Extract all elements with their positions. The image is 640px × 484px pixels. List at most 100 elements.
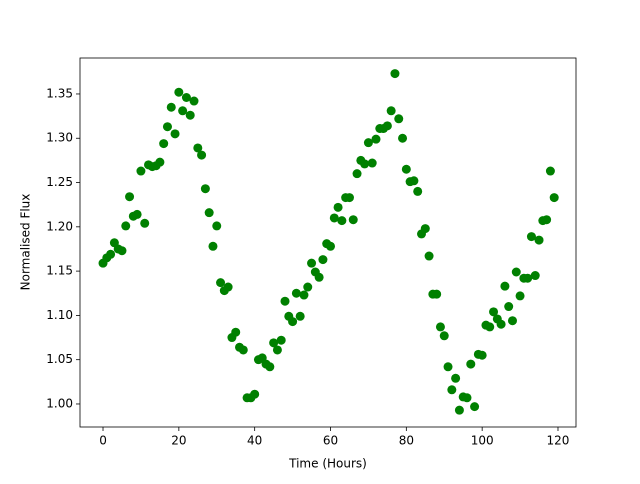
- point: [140, 218, 150, 228]
- point: [382, 121, 392, 131]
- point: [337, 216, 347, 226]
- point: [496, 319, 506, 329]
- plot-frame: [79, 57, 577, 428]
- point: [280, 296, 290, 306]
- point: [265, 362, 275, 372]
- point: [545, 166, 555, 176]
- point: [439, 331, 449, 341]
- point: [451, 373, 461, 383]
- point: [208, 241, 218, 251]
- point: [352, 169, 362, 179]
- point: [447, 385, 457, 395]
- point: [314, 272, 324, 282]
- y-tick-label: 1.10: [46, 308, 73, 322]
- point: [534, 235, 544, 245]
- point: [371, 134, 381, 144]
- point: [174, 87, 184, 97]
- point: [329, 213, 339, 223]
- point: [470, 402, 480, 412]
- point: [413, 186, 423, 196]
- point: [181, 93, 191, 103]
- point: [132, 209, 142, 219]
- point: [204, 208, 214, 218]
- point: [162, 122, 172, 132]
- point: [530, 271, 540, 281]
- point: [443, 362, 453, 372]
- point: [489, 307, 499, 317]
- point: [363, 138, 373, 148]
- y-tick-label: 1.20: [46, 219, 73, 233]
- point: [515, 291, 525, 301]
- point: [462, 393, 472, 403]
- point: [170, 129, 180, 139]
- y-tick-label: 1.00: [46, 396, 73, 410]
- point: [197, 150, 207, 160]
- point: [485, 322, 495, 332]
- x-tick-label: 40: [247, 434, 262, 448]
- point: [159, 139, 169, 149]
- x-tick-label: 0: [99, 434, 107, 448]
- point: [344, 193, 354, 203]
- y-tick-label: 1.25: [46, 175, 73, 189]
- point: [435, 322, 445, 332]
- point: [526, 232, 536, 242]
- point: [136, 166, 146, 176]
- point: [360, 159, 370, 169]
- point: [200, 184, 210, 194]
- point: [303, 282, 313, 292]
- point: [466, 359, 476, 369]
- point: [386, 106, 396, 116]
- point: [155, 157, 165, 167]
- point: [409, 176, 419, 186]
- point: [542, 215, 552, 225]
- point: [424, 251, 434, 261]
- point: [333, 202, 343, 212]
- x-tick-label: 60: [323, 434, 338, 448]
- point: [318, 255, 328, 265]
- x-tick-label: 80: [399, 434, 414, 448]
- point: [231, 327, 241, 337]
- point: [500, 281, 510, 291]
- point: [454, 405, 464, 415]
- point: [348, 215, 358, 225]
- point: [178, 106, 188, 116]
- point: [269, 338, 279, 348]
- point: [511, 267, 521, 277]
- point: [189, 96, 199, 106]
- point: [216, 278, 226, 288]
- point: [504, 302, 514, 312]
- point: [125, 192, 135, 202]
- point: [299, 290, 309, 300]
- point: [398, 133, 408, 143]
- point: [367, 158, 377, 168]
- x-tick-label: 120: [547, 434, 570, 448]
- point: [212, 221, 222, 231]
- point: [390, 69, 400, 79]
- y-tick-label: 1.05: [46, 352, 73, 366]
- point: [295, 311, 305, 321]
- x-tick-label: 20: [171, 434, 186, 448]
- x-axis-label: Time (Hours): [288, 457, 367, 471]
- point: [121, 221, 131, 231]
- point: [394, 114, 404, 124]
- point: [185, 110, 195, 120]
- point: [193, 143, 203, 153]
- y-tick-label: 1.35: [46, 86, 73, 100]
- y-tick-label: 1.15: [46, 264, 73, 278]
- point: [250, 389, 260, 399]
- point: [477, 350, 487, 360]
- point: [401, 164, 411, 174]
- point: [549, 193, 559, 203]
- point: [272, 345, 282, 355]
- point: [326, 241, 336, 251]
- point: [420, 224, 430, 234]
- point: [276, 335, 286, 345]
- point: [523, 273, 533, 283]
- point: [288, 317, 298, 327]
- point: [291, 288, 301, 298]
- point: [238, 345, 248, 355]
- x-tick-label: 100: [471, 434, 494, 448]
- point: [432, 289, 442, 299]
